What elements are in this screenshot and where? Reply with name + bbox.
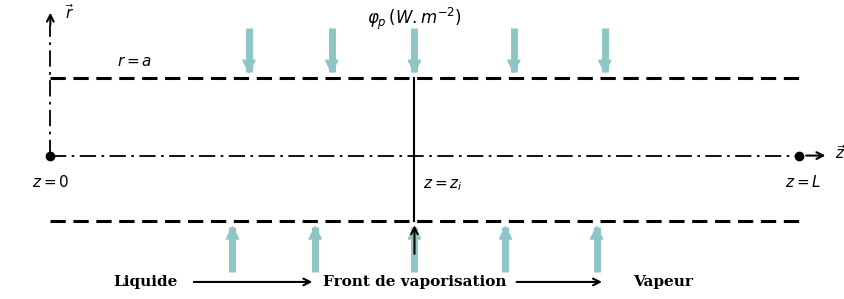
Text: $\varphi_p\,(W.m^{-2})$: $\varphi_p\,(W.m^{-2})$ <box>366 5 462 32</box>
Text: Front de vaporisation: Front de vaporisation <box>322 275 506 289</box>
Text: $z=0$: $z=0$ <box>31 174 69 190</box>
Text: $r=a$: $r=a$ <box>116 55 152 69</box>
Text: $z=L$: $z=L$ <box>784 174 820 190</box>
Text: $z=z_i$: $z=z_i$ <box>422 178 462 193</box>
Text: Vapeur: Vapeur <box>632 275 692 289</box>
Text: Liquide: Liquide <box>113 275 177 289</box>
Text: $\vec{z}$: $\vec{z}$ <box>834 144 844 161</box>
Text: $\vec{r}$: $\vec{r}$ <box>65 3 74 22</box>
